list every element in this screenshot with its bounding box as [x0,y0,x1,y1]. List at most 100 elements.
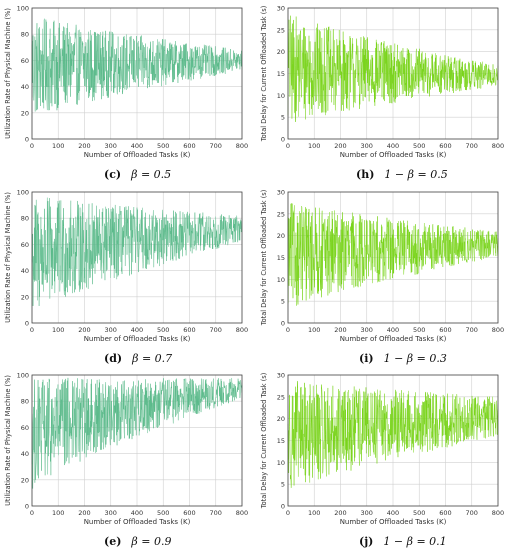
x-tick-label: 0 [286,509,290,517]
chart-c-svg: 0 20 40 60 80 100 0 100 200 300 400 500 600 700 800 Num… [4,5,248,160]
x-tick-label: 800 [492,509,504,517]
x-tick-label: 300 [105,326,117,334]
x-tick-label: 400 [131,326,143,334]
x-tick-label: 300 [105,509,117,517]
plot-frame [31,7,243,140]
x-tick-label: 0 [286,142,290,150]
y-tick-label: 20 [21,109,29,117]
chart-panel-j: 0 5 10 15 20 25 30 0 100 200 300 400 500 600 700 800 Num… [256,367,511,532]
x-tick-label: 100 [52,509,64,517]
x-tick-label: 400 [131,142,143,150]
caption-e-text: β = 0.9 [131,535,172,548]
x-axis-label: Number of Offloaded Tasks (K) [340,518,447,526]
x-tick-label: 300 [361,326,373,334]
x-tick-label: 800 [492,142,504,150]
x-tick-label: 500 [157,142,169,150]
chart-panel-c: 0 20 40 60 80 100 0 100 200 300 400 500 600 700 800 Num… [0,0,255,165]
y-tick-label: 20 [277,48,285,56]
y-tick-label: 0 [25,503,29,511]
y-tick-label: 0 [281,503,285,511]
caption-i-label: (i) [359,352,374,365]
x-tick-label: 600 [439,142,451,150]
x-tick-label: 200 [334,142,346,150]
y-tick-label: 60 [21,241,29,249]
plot-frame [31,191,243,324]
x-tick-label: 100 [52,142,64,150]
x-tick-label: 200 [334,509,346,517]
plot-frame [287,374,499,507]
y-tick-label: 30 [277,372,285,380]
x-tick-label: 200 [78,142,90,150]
y-tick-label: 80 [21,398,29,406]
y-axis-label: Utilization Rate of Physical Machine (%) [4,375,12,506]
x-tick-label: 0 [30,326,34,334]
y-tick-label: 60 [21,57,29,65]
chart-panel-d: 0 20 40 60 80 100 0 100 200 300 400 500 600 700 800 Num… [0,184,255,349]
x-tick-label: 200 [78,326,90,334]
caption-d-text: β = 0.7 [132,352,173,365]
caption-d-label: (d) [104,352,123,365]
y-tick-label: 100 [17,5,29,13]
x-tick-label: 800 [236,509,248,517]
x-tick-label: 700 [466,142,478,150]
y-tick-label: 30 [277,5,285,13]
x-axis-label: Number of Offloaded Tasks (K) [84,151,191,159]
x-tick-label: 600 [183,326,195,334]
x-tick-label: 200 [334,326,346,334]
x-tick-label: 100 [308,142,320,150]
x-axis-label: Number of Offloaded Tasks (K) [84,518,191,526]
y-tick-label: 15 [277,70,285,78]
series-line [287,15,499,122]
y-tick-label: 100 [17,189,29,197]
caption-c-text: β = 0.5 [131,168,172,181]
y-tick-label: 60 [21,424,29,432]
x-tick-label: 0 [30,509,34,517]
y-tick-label: 20 [277,415,285,423]
x-tick-label: 600 [439,326,451,334]
x-tick-label: 700 [466,509,478,517]
x-tick-label: 700 [210,326,222,334]
x-tick-label: 0 [30,142,34,150]
x-tick-label: 100 [308,509,320,517]
series-line [287,203,499,306]
y-tick-label: 20 [21,293,29,301]
x-tick-label: 100 [52,326,64,334]
series-line [31,197,243,306]
y-tick-label: 5 [281,114,285,122]
y-tick-label: 40 [21,83,29,91]
plot-frame [287,7,499,140]
series-line [31,377,243,489]
y-tick-label: 100 [17,372,29,380]
y-tick-label: 40 [21,450,29,458]
x-tick-label: 0 [286,326,290,334]
y-tick-label: 20 [277,232,285,240]
caption-j: (j) 1 − β = 0.1 [359,535,447,548]
y-tick-label: 10 [277,92,285,100]
caption-h-label: (h) [356,168,375,181]
y-tick-label: 15 [277,254,285,262]
x-tick-label: 500 [157,326,169,334]
x-tick-label: 800 [236,326,248,334]
y-tick-label: 5 [281,298,285,306]
y-axis-label: Utilization Rate of Physical Machine (%) [4,192,12,323]
caption-c-label: (c) [104,168,122,181]
x-axis-label: Number of Offloaded Tasks (K) [84,335,191,343]
x-tick-label: 300 [105,142,117,150]
x-tick-label: 700 [210,509,222,517]
series-line [31,18,243,112]
x-axis-label: Number of Offloaded Tasks (K) [340,335,447,343]
series-line [287,380,499,488]
y-axis-label: Utilization Rate of Physical Machine (%) [4,8,12,139]
chart-e-svg: 0 20 40 60 80 100 0 100 200 300 400 500 600 700 800 Num… [4,372,248,527]
plot-frame [31,374,243,507]
y-tick-label: 10 [277,276,285,284]
y-tick-label: 0 [25,136,29,144]
y-tick-label: 80 [21,215,29,223]
caption-c: (c) β = 0.5 [104,168,171,181]
chart-panel-h: 0 5 10 15 20 25 30 0 100 200 300 400 500 600 700 800 Num… [256,0,511,165]
y-tick-label: 10 [277,459,285,467]
